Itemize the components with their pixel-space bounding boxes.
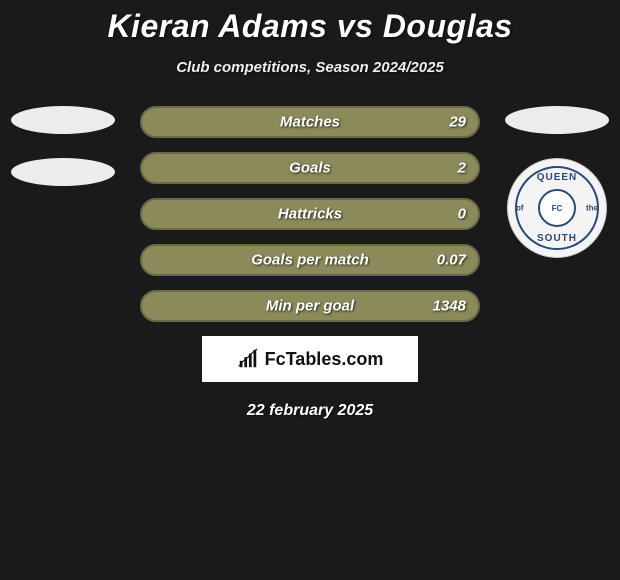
- stat-label: Goals per match: [251, 252, 369, 269]
- crest-left-text: of: [516, 204, 524, 213]
- stat-value: 2: [458, 160, 466, 177]
- stat-label: Goals: [289, 160, 331, 177]
- stats-bars: Matches 29 Goals 2 Hattricks 0 Goals per…: [140, 106, 480, 322]
- page-title: Kieran Adams vs Douglas: [0, 0, 620, 45]
- brand-text: FcTables.com: [265, 349, 384, 370]
- club-badge-placeholder: [11, 158, 115, 186]
- stat-row-goals-per-match: Goals per match 0.07: [140, 244, 480, 276]
- page-subtitle: Club competitions, Season 2024/2025: [0, 59, 620, 76]
- stat-value: 0.07: [437, 252, 466, 269]
- stat-label: Min per goal: [266, 298, 354, 315]
- stat-row-matches: Matches 29: [140, 106, 480, 138]
- stat-value: 1348: [433, 298, 466, 315]
- footer-date: 22 february 2025: [0, 402, 620, 420]
- brand-attribution[interactable]: FcTables.com: [202, 336, 418, 382]
- stat-row-goals: Goals 2: [140, 152, 480, 184]
- club-badge-placeholder: [505, 106, 609, 134]
- club-badge-placeholder: [11, 106, 115, 134]
- crest-bottom-text: SOUTH: [517, 233, 597, 244]
- right-badge-column: QUEEN SOUTH of the FC: [502, 106, 612, 258]
- stat-label: Hattricks: [278, 206, 342, 223]
- crest-top-text: QUEEN: [517, 172, 597, 183]
- bar-chart-icon: [237, 348, 259, 370]
- stat-row-min-per-goal: Min per goal 1348: [140, 290, 480, 322]
- stat-value: 0: [458, 206, 466, 223]
- stat-value: 29: [449, 114, 466, 131]
- queen-of-the-south-crest: QUEEN SOUTH of the FC: [507, 158, 607, 258]
- crest-right-text: the: [586, 204, 598, 213]
- left-badge-column: [8, 106, 118, 210]
- stat-label: Matches: [280, 114, 340, 131]
- stat-row-hattricks: Hattricks 0: [140, 198, 480, 230]
- comparison-content: QUEEN SOUTH of the FC Matches 29 Goals 2…: [0, 106, 620, 420]
- crest-center-text: FC: [538, 189, 576, 227]
